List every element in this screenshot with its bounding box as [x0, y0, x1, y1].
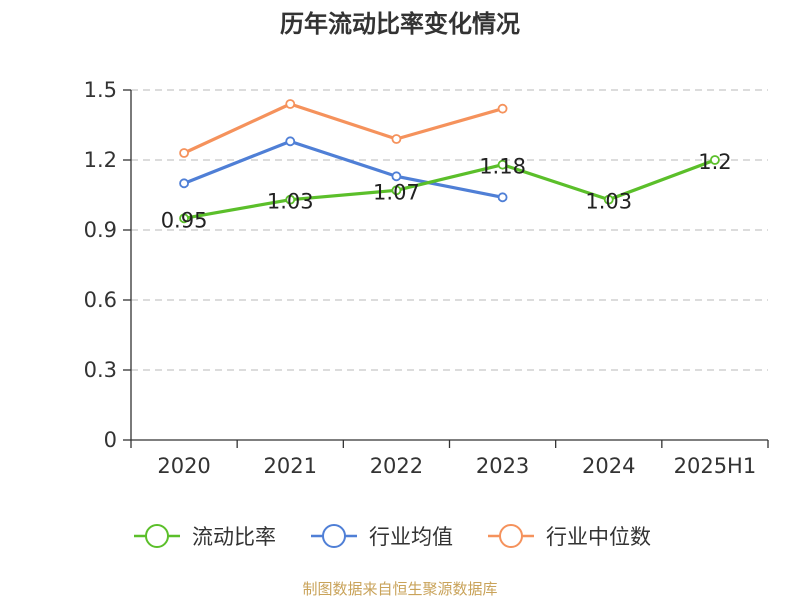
y-tick-label: 1.2: [84, 148, 117, 172]
legend-label-1: 流动比率: [192, 525, 276, 549]
y-tick-label: 0.6: [84, 288, 117, 312]
data-label: 0.95: [161, 208, 208, 232]
data-point: [285, 136, 296, 147]
x-tick-labels: 2020 2021 2022 2023 2024 2025H1: [157, 454, 756, 478]
y-tick-label: 0.9: [84, 218, 117, 242]
data-label: 1.07: [373, 180, 420, 204]
x-tick-label: 2024: [582, 454, 635, 478]
legend-marker-2: [322, 524, 346, 548]
series-line: [183, 158, 716, 220]
data-point: [179, 148, 189, 158]
series-line: [183, 102, 504, 155]
data-labels: 0.95 1.03 1.07 1.18 1.03 1.2: [161, 150, 732, 232]
series-line: [183, 139, 503, 199]
data-point: [497, 192, 508, 203]
data-point: [603, 194, 614, 205]
legend[interactable]: 流动比率 行业均值 行业中位数: [134, 524, 651, 549]
data-point: [179, 178, 189, 189]
data-point: [391, 134, 402, 144]
x-tick-label: 2025H1: [674, 454, 757, 478]
legend-label-2: 行业均值: [369, 525, 453, 549]
data-point: [497, 159, 508, 170]
y-tick-label: 1.5: [84, 78, 117, 102]
data-label: 1.18: [479, 155, 526, 179]
x-tick-label: 2023: [476, 454, 529, 478]
data-point: [391, 185, 402, 196]
data-point: [497, 103, 508, 114]
source-note: 制图数据来自恒生聚源数据库: [302, 580, 497, 598]
series-layer: [179, 99, 720, 224]
data-label: 1.2: [698, 150, 731, 174]
data-point: [391, 171, 402, 182]
data-point: [285, 194, 296, 205]
x-tick-label: 2020: [157, 454, 210, 478]
legend-marker-3: [499, 524, 523, 548]
legend-label-3: 行业中位数: [546, 525, 651, 549]
data-label: 1.03: [267, 190, 314, 214]
x-tick-label: 2021: [264, 454, 317, 478]
legend-marker-1: [145, 524, 169, 548]
data-point: [285, 99, 296, 109]
gridlines: [123, 89, 768, 441]
y-tick-labels: 0 0.3 0.6 0.9 1.2 1.5: [84, 78, 117, 452]
chart-title: 历年流动比率变化情况: [280, 10, 520, 38]
x-tick-label: 2022: [370, 454, 423, 478]
y-tick-label: 0: [104, 428, 117, 452]
data-point: [179, 213, 189, 224]
data-point: [710, 155, 720, 165]
axes: [130, 90, 769, 448]
data-label: 1.03: [585, 190, 632, 214]
y-tick-label: 0.3: [84, 358, 117, 382]
